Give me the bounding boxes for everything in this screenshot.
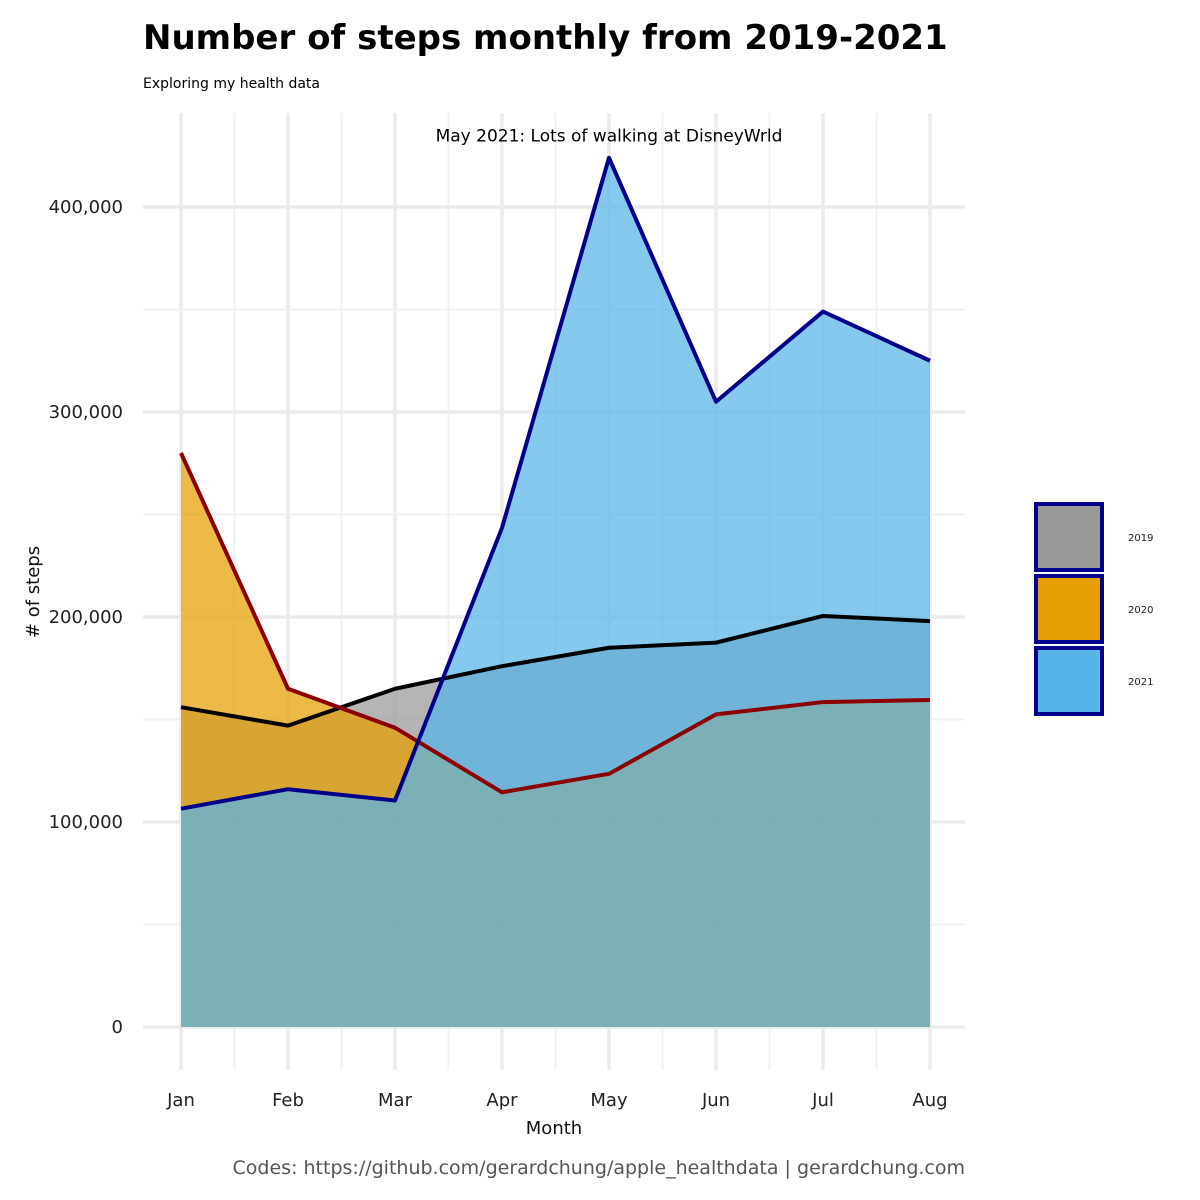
legend: 2019 2020 2021: [1034, 502, 1153, 716]
x-tick-label: Mar: [378, 1090, 413, 1111]
x-tick-label: Apr: [486, 1090, 518, 1111]
legend-key-2021: [1034, 646, 1104, 716]
x-tick-label: Jul: [811, 1090, 834, 1111]
series-lines: [179, 155, 931, 811]
legend-label: 2019: [1128, 533, 1153, 544]
chart-subtitle: Exploring my health data: [143, 76, 320, 92]
x-tick-label: Jun: [701, 1090, 730, 1111]
x-tick-label: Jan: [166, 1090, 195, 1111]
line-2020: [179, 452, 931, 795]
chart-title: Number of steps monthly from 2019-2021: [143, 18, 948, 58]
y-axis: 0 100,000 200,000 300,000 400,000: [49, 197, 123, 1038]
annotation: May 2021: Lots of walking at DisneyWrld: [436, 126, 783, 146]
caption: Codes: https://github.com/gerardchung/ap…: [233, 1157, 965, 1179]
y-tick-label: 200,000: [49, 607, 123, 628]
y-tick-label: 300,000: [49, 402, 123, 423]
legend-key-2019: [1034, 502, 1104, 572]
legend-key-2020: [1034, 574, 1104, 644]
y-tick-label: 100,000: [49, 812, 123, 833]
x-axis-title: Month: [526, 1118, 582, 1139]
x-tick-label: May: [590, 1090, 628, 1111]
y-tick-label: 400,000: [49, 197, 123, 218]
legend-label: 2021: [1128, 677, 1153, 688]
x-tick-label: Aug: [912, 1090, 947, 1111]
legend-label: 2020: [1128, 605, 1153, 616]
x-axis: Jan Feb Mar Apr May Jun Jul Aug: [166, 1090, 947, 1111]
y-axis-title: # of steps: [23, 546, 44, 638]
area-2021: [181, 157, 930, 1028]
x-tick-label: Feb: [272, 1090, 304, 1111]
y-tick-label: 0: [112, 1017, 123, 1038]
line-2019: [180, 613, 931, 728]
line-2021: [180, 155, 931, 811]
